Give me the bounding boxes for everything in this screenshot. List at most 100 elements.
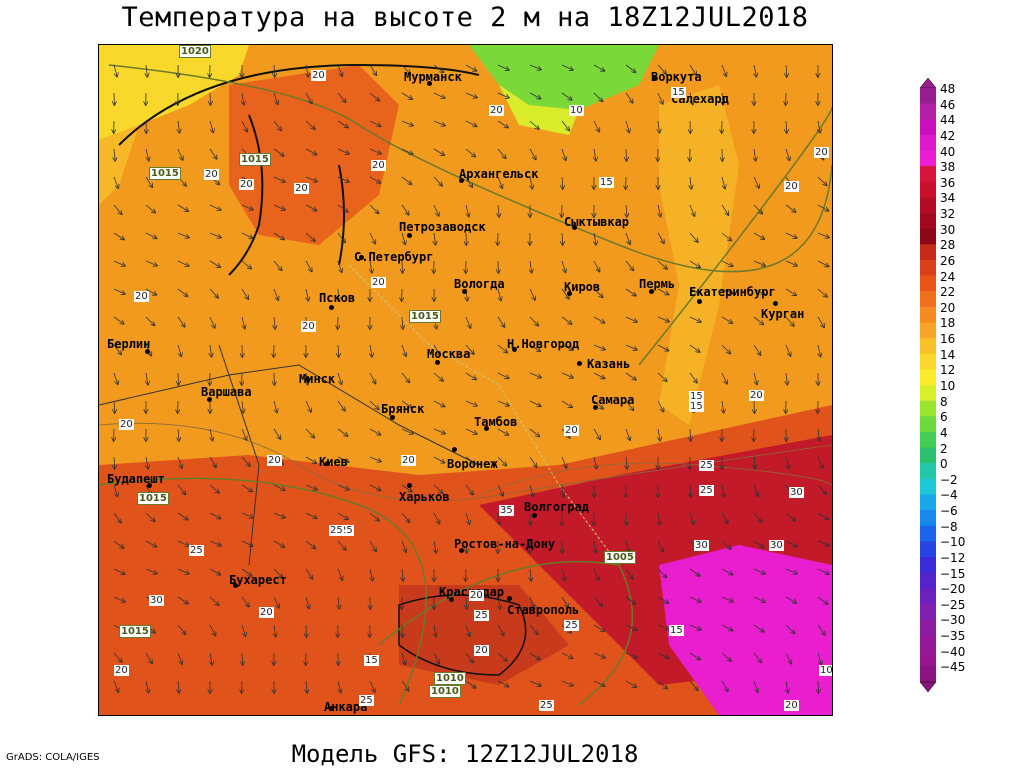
wind-arrow [369,372,376,384]
wind-arrow [657,596,668,603]
wind-arrow [402,316,403,329]
wind-arrow [370,568,373,581]
wind-arrow [529,428,539,436]
isobar-label: 1005 [604,551,636,564]
legend-swatch [920,338,936,355]
grads-credit: GrADS: COLA/IGES [6,752,100,763]
city-label: Киров [564,280,601,294]
wind-arrow [785,568,797,574]
legend-label: −8 [940,519,958,534]
wind-arrow [594,148,596,161]
wind-arrow [433,148,444,155]
color-legend: 48 46 44 42 40 38 36 34 32 30 28 26 24 22 20 18 16 14 12 10… [918,78,1024,692]
wind-arrow [786,680,788,693]
wind-arrow [241,540,253,546]
wind-arrow [305,260,312,271]
wind-arrow [690,484,691,497]
wind-arrow [530,568,531,581]
city-marker [329,305,334,310]
wind-arrow [433,372,443,381]
wind-arrow [305,92,312,104]
wind-arrow [817,540,829,546]
temperature-map[interactable]: Мурманск Воркута Салехард Архангельск Петроз… [98,44,833,716]
wind-arrow [177,568,189,574]
wind-arrow [785,512,795,521]
wind-arrow [433,400,445,407]
wind-arrow [369,64,376,75]
wind-arrow [209,204,221,210]
city-label: Воркута [651,70,702,84]
wind-arrow [817,624,825,635]
city-marker [147,483,152,488]
wind-arrow [529,596,534,608]
city-marker [305,377,310,382]
legend-label: −20 [940,582,966,597]
wind-arrow [369,232,375,244]
isotherm-label: 20 [371,277,386,288]
wind-arrow [721,176,725,189]
legend-swatch [920,134,936,152]
wind-arrow [305,568,313,579]
wind-arrow [753,624,764,632]
wind-arrow [561,344,573,350]
city-marker [359,255,364,260]
wind-arrow [721,624,733,631]
city-label: С.Петербург [354,250,434,264]
wind-arrow [145,512,155,521]
wind-arrow [497,372,509,378]
city-marker [649,289,654,294]
wind-arrow [401,484,412,492]
wind-arrow [625,92,633,103]
wind-arrow [401,92,412,99]
legend-swatch [920,588,936,605]
city-marker [435,360,440,365]
wind-arrow [721,680,728,691]
wind-arrow [721,288,733,294]
wind-arrow [210,652,212,665]
wind-arrow [721,344,730,354]
city-label: Сыктывкар [564,215,630,229]
isotherm-label: 20 [489,105,504,116]
very-hot-zone [659,545,832,715]
city-marker [452,447,457,452]
legend-swatch [920,666,936,683]
city-marker [407,233,412,238]
isotherm-label: 30 [769,540,784,551]
isotherm-label: 20 [474,645,489,656]
wind-arrow [818,428,819,441]
wind-arrow [529,400,541,406]
wind-arrow [625,232,630,244]
wind-arrow [722,92,723,105]
wind-arrow [529,624,538,634]
isotherm-label: 20 [311,70,326,81]
legend-swatch [920,103,936,120]
legend-label: 32 [940,207,956,222]
legend-swatch [920,541,936,558]
wind-arrow [625,120,629,133]
wind-arrow [369,680,375,692]
isotherm-label: 20 [119,419,134,430]
wind-arrow [177,232,189,238]
wind-arrow [817,484,826,494]
city-label: Архангельск [459,167,539,181]
city-marker [207,397,212,402]
wind-arrow [113,288,125,294]
wind-arrow [402,624,403,637]
isobar-label: 1015 [409,310,441,323]
legend-swatch [920,416,936,433]
wind-arrow [113,680,119,692]
legend-swatch [920,181,936,198]
wind-arrow [657,624,669,630]
legend-label: −25 [940,597,966,612]
wind-arrow [594,456,597,469]
wind-arrow [114,400,115,413]
city-label: Москва [427,347,471,361]
city-label: Варшава [201,385,252,399]
wind-arrow [785,316,794,326]
wind-arrow [658,120,660,133]
wind-arrow [529,652,540,660]
wind-arrow [626,204,627,217]
isobar-label: 1020 [179,45,211,58]
wind-arrow [785,344,791,356]
wind-arrow [273,204,285,210]
